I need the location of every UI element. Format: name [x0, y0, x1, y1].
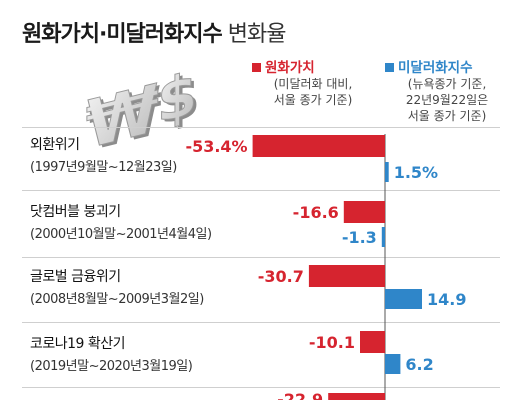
svg-text:₩: ₩: [86, 69, 159, 148]
data-label: -1.3: [342, 228, 377, 247]
data-label: 6.2: [405, 355, 433, 374]
legend-swatch-red: [252, 63, 261, 72]
dollar-index-bar: [385, 289, 422, 309]
event-name: 코로나19 확산기: [30, 336, 126, 352]
event-period: (2019년말~2020년3월19일): [30, 359, 193, 374]
svg-text:$: $: [160, 64, 200, 139]
legend-label-dollar: 미달러화지수: [398, 60, 473, 76]
event-name: 글로벌 금융위기: [30, 269, 121, 285]
event-period: (2008년8월말~2009년3월2일): [30, 292, 204, 307]
data-label: 14.9: [427, 290, 466, 309]
title-main: 원화가치·미달러화지수: [22, 22, 223, 47]
data-label: -53.4%: [185, 137, 247, 156]
legend-won-value: 원화가치 (미달러화 대비, 서울 종가 기준): [252, 60, 374, 108]
svg-text:$: $: [157, 64, 197, 137]
data-label: -30.7: [258, 267, 304, 286]
row-divider: [22, 387, 500, 388]
row-divider: [22, 190, 500, 191]
won-value-bar: [328, 393, 385, 400]
title-suffix: 변화율: [227, 22, 287, 47]
won-value-bar: [252, 135, 385, 157]
row-divider: [22, 127, 500, 128]
event-period: (2000년10월말~2001년4월4일): [30, 227, 212, 242]
won-value-bar: [360, 331, 385, 353]
data-label: -22.9: [277, 390, 323, 400]
event-name: 닷컴버블 붕괴기: [30, 204, 121, 220]
won-value-bar: [343, 201, 385, 223]
dollar-index-bar: [385, 354, 401, 374]
row-divider: [22, 257, 500, 258]
legend-dollar-index: 미달러화지수 (뉴욕종가 기준, 22년9월22일은 서울 종가 기준): [385, 60, 509, 124]
data-label: 1.5%: [394, 163, 438, 182]
legend-note-won: (미달러화 대비, 서울 종가 기준): [273, 77, 353, 107]
row-divider: [22, 322, 500, 323]
legend-label-won: 원화가치: [265, 60, 315, 76]
dollar-index-bar: [381, 227, 385, 247]
legend-note-dollar: (뉴욕종가 기준, 22년9월22일은 서울 종가 기준): [405, 77, 489, 123]
event-period: (1997년9월말~12월23일): [30, 160, 177, 175]
legend-swatch-blue: [385, 63, 394, 72]
data-label: -16.6: [293, 203, 339, 222]
event-name: 외환위기: [30, 137, 80, 153]
chart-title: 원화가치·미달러화지수 변화율: [22, 16, 286, 48]
dollar-index-bar: [385, 162, 389, 182]
won-value-bar: [308, 265, 385, 287]
won-dollar-symbol-icon: ₩ ₩ $ $: [86, 64, 201, 148]
data-label: -10.1: [309, 333, 355, 352]
